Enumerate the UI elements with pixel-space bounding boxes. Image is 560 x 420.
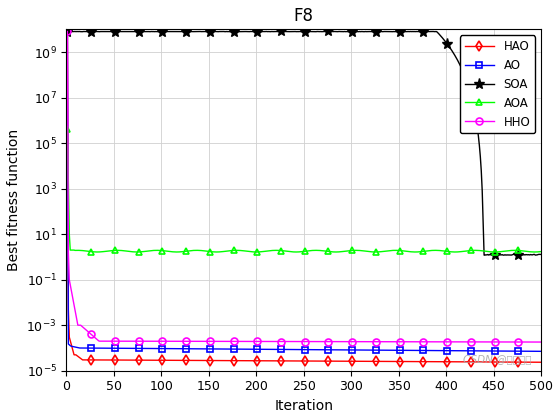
HHO: [289, 339, 296, 344]
AO: [292, 347, 298, 352]
HAO: [320, 359, 327, 364]
Y-axis label: Best fitness function: Best fitness function: [7, 129, 21, 271]
HAO: [538, 360, 544, 365]
AOA: [528, 249, 534, 255]
AO: [346, 347, 353, 352]
SOA: [528, 252, 535, 257]
SOA: [347, 29, 353, 34]
SOA: [64, 29, 71, 34]
HHO: [452, 339, 459, 344]
HAO: [292, 358, 298, 363]
HAO: [526, 360, 533, 365]
Line: AOA: AOA: [64, 126, 544, 255]
AOA: [321, 249, 328, 254]
HHO: [538, 339, 544, 344]
Line: AO: AO: [64, 28, 544, 355]
AOA: [64, 127, 71, 132]
AO: [289, 347, 296, 352]
AO: [64, 29, 71, 34]
SOA: [453, 56, 460, 61]
HAO: [289, 358, 296, 363]
Line: HAO: HAO: [64, 28, 544, 366]
Line: SOA: SOA: [62, 26, 547, 261]
AOA: [538, 249, 544, 254]
Text: CSDN @心叶明月: CSDN @心叶明月: [463, 354, 531, 364]
Line: HHO: HHO: [64, 28, 544, 346]
AOA: [293, 249, 300, 255]
HHO: [64, 29, 71, 34]
SOA: [293, 29, 300, 34]
HHO: [292, 339, 298, 344]
HAO: [64, 29, 71, 34]
AOA: [347, 248, 353, 253]
HHO: [320, 339, 327, 344]
AOA: [253, 249, 260, 255]
HAO: [346, 359, 353, 364]
SOA: [538, 252, 544, 257]
SOA: [206, 29, 212, 34]
AOA: [453, 249, 460, 255]
HHO: [346, 339, 353, 344]
AO: [452, 348, 459, 353]
HHO: [526, 339, 533, 344]
AO: [526, 349, 533, 354]
SOA: [480, 252, 487, 257]
Title: F8: F8: [294, 7, 314, 25]
Legend: HAO, AO, SOA, AOA, HHO: HAO, AO, SOA, AOA, HHO: [460, 35, 535, 133]
AO: [538, 349, 544, 354]
SOA: [290, 29, 297, 34]
AO: [320, 347, 327, 352]
X-axis label: Iteration: Iteration: [274, 399, 333, 413]
SOA: [321, 29, 328, 34]
AOA: [290, 249, 297, 255]
HAO: [452, 359, 459, 364]
